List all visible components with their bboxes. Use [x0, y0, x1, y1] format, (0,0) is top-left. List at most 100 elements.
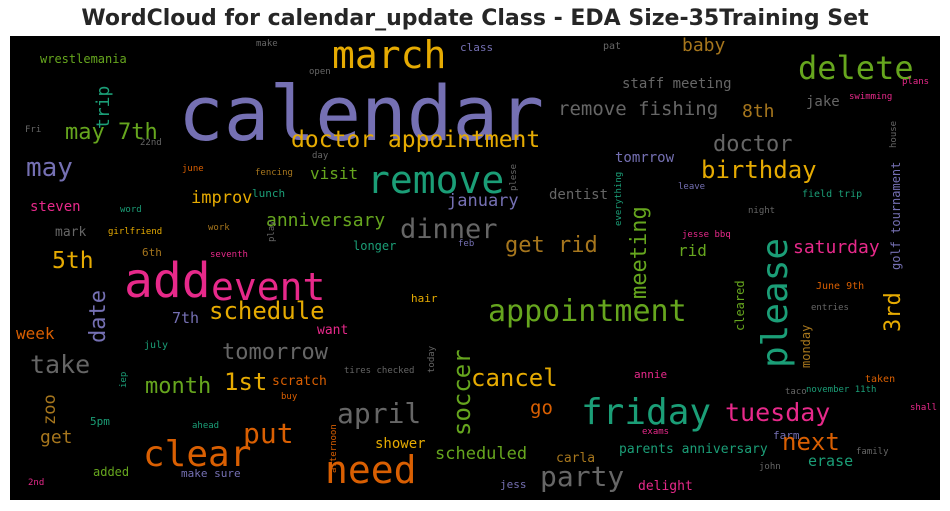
- word-want: want: [317, 323, 349, 338]
- word-swimming: swimming: [849, 92, 893, 102]
- word-entries: entries: [811, 303, 849, 313]
- word-tomorrow: tomorrow: [222, 340, 328, 365]
- word-1st: 1st: [224, 368, 268, 396]
- word-scheduled: scheduled: [435, 444, 528, 464]
- word-party: party: [540, 460, 625, 493]
- word-may: may: [26, 153, 73, 183]
- word-take: take: [30, 350, 91, 379]
- word-today: today: [427, 345, 437, 373]
- word-shower: shower: [375, 436, 426, 452]
- word-dinner: dinner: [400, 214, 498, 245]
- word-add: add: [124, 253, 211, 309]
- word-saturday: saturday: [793, 237, 880, 258]
- word-house: house: [889, 120, 899, 148]
- word-carla: carla: [556, 451, 596, 466]
- word-taco: taco: [785, 387, 807, 397]
- word-open: open: [309, 67, 331, 77]
- chart-title: WordCloud for calendar_update Class - ED…: [81, 6, 869, 31]
- word-lunch: lunch: [252, 187, 286, 200]
- word-john: john: [759, 462, 781, 472]
- word-cloud: calendar march delete wrestlemania make class…: [10, 36, 940, 500]
- word-parents-anniversary: parents anniversary: [619, 442, 768, 457]
- word-feb: feb: [458, 239, 475, 249]
- word-doctor: doctor: [713, 132, 793, 157]
- word-make: make: [256, 39, 278, 49]
- word-22nd: 22nd: [140, 138, 162, 148]
- word-family: family: [856, 447, 889, 457]
- word-5pm: 5pm: [90, 415, 110, 428]
- word-schedule: schedule: [209, 297, 325, 325]
- word-buy: buy: [281, 392, 298, 402]
- word-june: june: [182, 164, 204, 174]
- word-get: get: [40, 427, 73, 448]
- word-week: week: [16, 324, 55, 343]
- word-dentist: dentist: [549, 187, 609, 203]
- word-girlfriend: girlfriend: [108, 227, 163, 237]
- word-night: night: [748, 206, 776, 216]
- word-7th: 7th: [172, 309, 200, 327]
- word-cancel: cancel: [471, 364, 558, 392]
- word-erase: erase: [808, 452, 854, 470]
- word-meeting: meeting: [627, 206, 652, 299]
- word-april: april: [337, 397, 422, 430]
- word-appointment: appointment: [488, 294, 687, 329]
- word-date: date: [86, 290, 111, 343]
- word-leave: leave: [678, 182, 706, 192]
- word-july: july: [144, 340, 169, 351]
- word-5th: 5th: [52, 248, 94, 274]
- word-tomrrow: tomrrow: [615, 150, 675, 166]
- word-event: event: [211, 265, 326, 309]
- word-8th: 8th: [742, 101, 775, 122]
- word-day: day: [312, 151, 329, 161]
- word-plese: plese: [509, 163, 519, 191]
- word-word: word: [120, 205, 142, 215]
- word-visit: visit: [310, 164, 359, 183]
- word-mark: mark: [55, 225, 87, 240]
- word-monday: monday: [799, 324, 813, 368]
- word-taken: taken: [865, 374, 896, 385]
- word-friday: friday: [581, 392, 712, 433]
- word-jake: jake: [806, 94, 840, 110]
- word-jess: jess: [500, 478, 527, 491]
- word-pat: pat: [603, 41, 622, 52]
- word-please: please: [755, 237, 796, 368]
- word-need: need: [325, 448, 417, 492]
- word-steven: steven: [30, 199, 81, 215]
- word-plans: plans: [902, 77, 930, 87]
- word-put: put: [243, 417, 294, 450]
- word-month: month: [145, 374, 212, 399]
- word-farm: farm: [773, 429, 800, 442]
- word-zoo: zoo: [40, 394, 60, 425]
- word-play: play: [267, 220, 277, 242]
- word-make-sure: make sure: [181, 467, 241, 480]
- word-next: next: [782, 428, 840, 456]
- word-exams: exams: [642, 427, 670, 437]
- word-tires-checked: tires checked: [344, 366, 415, 376]
- word-cleared: cleared: [733, 280, 747, 331]
- word-6th: 6th: [142, 246, 162, 259]
- word-clear: clear: [143, 434, 252, 475]
- word-tuesday: tuesday: [725, 398, 831, 427]
- word-longer: longer: [353, 239, 397, 253]
- word-iep: iep: [119, 371, 129, 388]
- word-anniversary: anniversary: [266, 210, 386, 231]
- word-may-7th: may 7th: [65, 120, 158, 145]
- word-rid: rid: [678, 241, 707, 260]
- word-jesse-bbq: jesse bbq: [682, 230, 731, 240]
- word-added: added: [93, 465, 130, 479]
- word-fri: Fri: [25, 125, 42, 135]
- word-shall: shall: [910, 403, 938, 413]
- word-staff-meeting: staff meeting: [622, 76, 732, 92]
- word-soccer: soccer: [448, 349, 476, 436]
- word-june-9th: June 9th: [816, 281, 865, 292]
- word-everything: everything: [614, 171, 624, 226]
- word-fencing: fencing: [255, 168, 293, 178]
- word-november-11th: november 11th: [806, 385, 877, 395]
- word-hair: hair: [411, 292, 438, 305]
- word-birthday: birthday: [701, 156, 817, 184]
- word-go: go: [530, 397, 553, 419]
- word-march: march: [332, 36, 447, 77]
- word-wrestlemania: wrestlemania: [40, 52, 127, 66]
- word-remove-fishing: remove fishing: [558, 98, 719, 120]
- word-ahead: ahead: [192, 421, 220, 431]
